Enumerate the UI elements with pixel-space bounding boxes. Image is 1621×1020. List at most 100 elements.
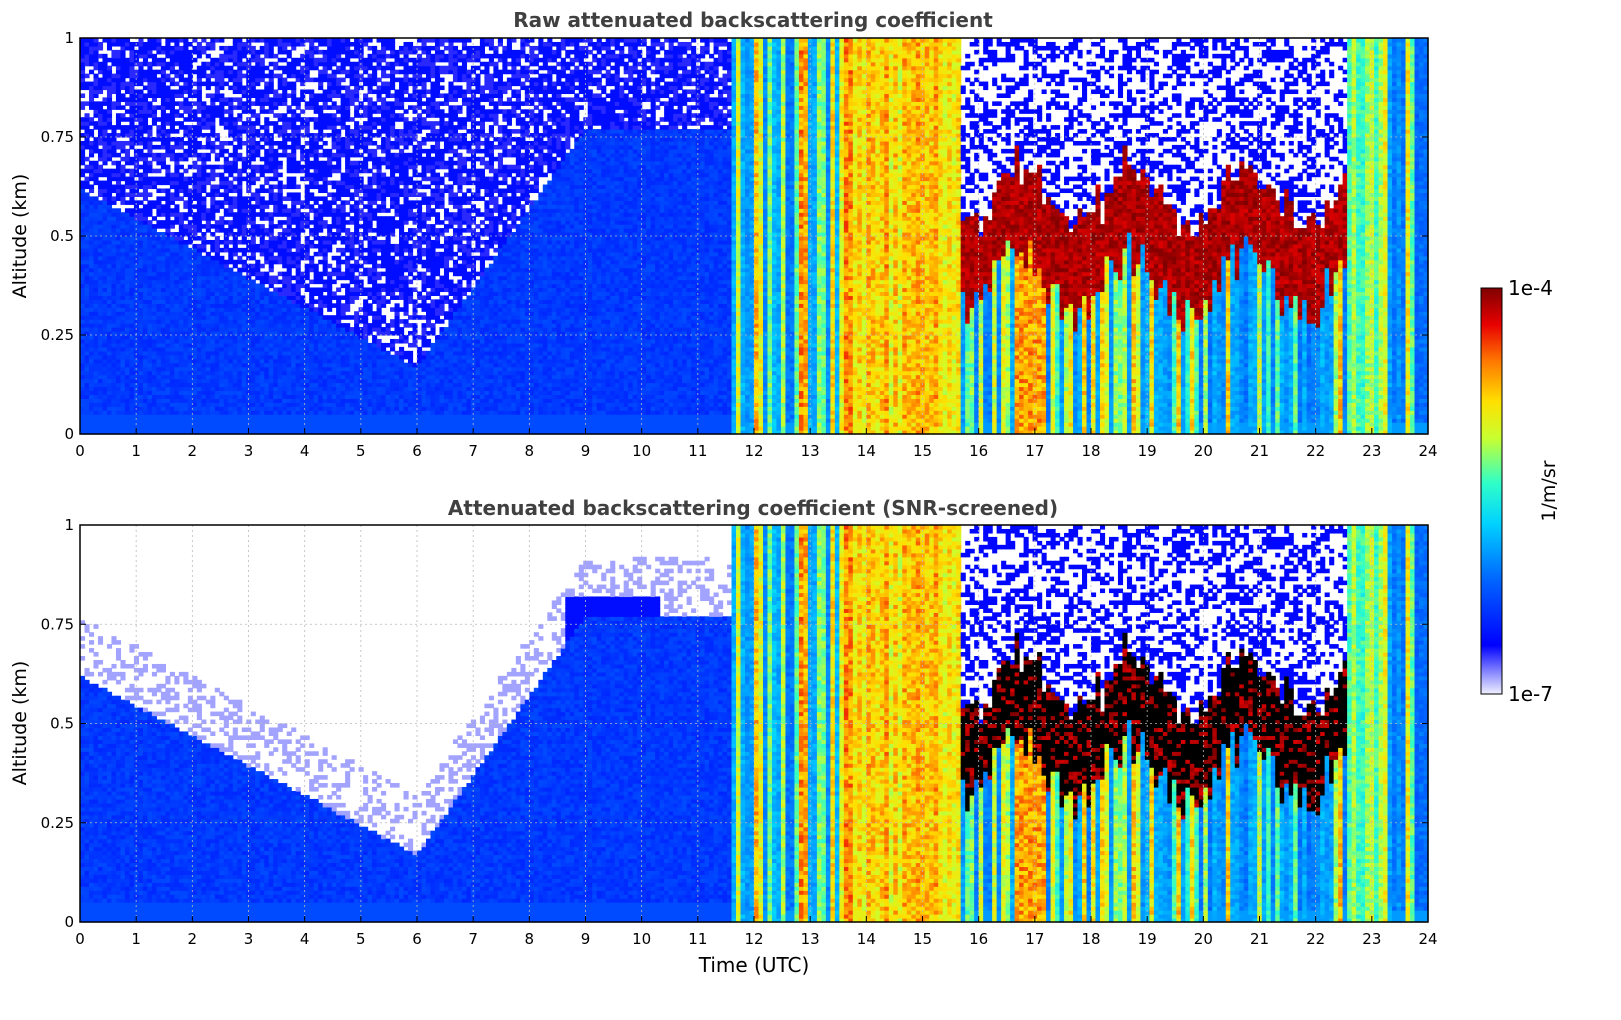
heatmap-cell: [242, 371, 247, 376]
heatmap-cell: [143, 303, 148, 308]
heatmap-cell: [84, 42, 89, 47]
heatmap-cell: [251, 177, 256, 182]
heatmap-cell: [179, 248, 184, 253]
heatmap-cell: [215, 252, 220, 257]
heatmap-cell: [201, 351, 206, 356]
heatmap-cell: [143, 145, 148, 150]
heatmap-cell: [210, 406, 215, 411]
heatmap-cell: [138, 62, 143, 67]
heatmap-cell: [98, 228, 103, 233]
heatmap-cell: [111, 276, 116, 281]
heatmap-cell: [165, 137, 170, 142]
heatmap-cell: [102, 58, 107, 63]
heatmap-cell: [138, 343, 143, 348]
heatmap-cell: [138, 386, 143, 391]
heatmap-cell: [242, 204, 247, 209]
heatmap-cell: [192, 394, 197, 399]
heatmap-cell: [143, 216, 148, 221]
heatmap-cell: [174, 177, 179, 182]
heatmap-cell: [170, 264, 175, 269]
heatmap-cell: [228, 272, 233, 277]
heatmap-cell: [156, 351, 161, 356]
heatmap-cell: [116, 284, 121, 289]
heatmap-cell: [138, 78, 143, 83]
heatmap-cell: [107, 280, 112, 285]
heatmap-cell: [80, 418, 85, 423]
heatmap-cell: [129, 256, 134, 261]
heatmap-cell: [156, 386, 161, 391]
heatmap-cell: [179, 339, 184, 344]
heatmap-cell: [147, 367, 152, 372]
heatmap-cell: [111, 208, 116, 213]
heatmap-cell: [264, 295, 269, 300]
heatmap-cell: [129, 66, 134, 71]
heatmap-cell: [260, 240, 265, 245]
heatmap-cell: [147, 398, 152, 403]
heatmap-cell: [98, 137, 103, 142]
heatmap-cell: [152, 113, 157, 118]
heatmap-cell: [84, 236, 89, 241]
heatmap-cell: [120, 295, 125, 300]
heatmap-cell: [89, 291, 94, 296]
heatmap-cell: [201, 196, 206, 201]
heatmap-cell: [255, 390, 260, 395]
heatmap-cell: [228, 185, 233, 190]
heatmap-cell: [152, 307, 157, 312]
heatmap-cell: [102, 145, 107, 150]
heatmap-cell: [260, 390, 265, 395]
heatmap-cell: [251, 367, 256, 372]
heatmap-cell: [242, 426, 247, 431]
heatmap-cell: [147, 89, 152, 94]
heatmap-cell: [255, 347, 260, 352]
heatmap-cell: [255, 89, 260, 94]
heatmap-cell: [237, 204, 242, 209]
heatmap-cell: [242, 224, 247, 229]
heatmap-cell: [201, 145, 206, 150]
heatmap-cell: [143, 220, 148, 225]
heatmap-cell: [206, 42, 211, 47]
heatmap-cell: [147, 375, 152, 380]
heatmap-cell: [183, 78, 188, 83]
heatmap-cell: [201, 105, 206, 110]
heatmap-cell: [224, 323, 229, 328]
heatmap-cell: [152, 386, 157, 391]
heatmap-cell: [170, 268, 175, 273]
heatmap-cell: [219, 192, 224, 197]
heatmap-cell: [264, 426, 269, 431]
heatmap-cell: [98, 398, 103, 403]
heatmap-cell: [210, 414, 215, 419]
heatmap-cell: [84, 240, 89, 245]
heatmap-cell: [125, 125, 130, 130]
heatmap-cell: [228, 101, 233, 106]
heatmap-cell: [156, 240, 161, 245]
heatmap-cell: [197, 244, 202, 249]
heatmap-cell: [242, 89, 247, 94]
heatmap-cell: [251, 307, 256, 312]
heatmap-cell: [120, 284, 125, 289]
heatmap-cell: [138, 121, 143, 126]
heatmap-cell: [152, 74, 157, 79]
heatmap-cell: [147, 295, 152, 300]
heatmap-cell: [80, 327, 85, 332]
heatmap-cell: [165, 46, 170, 51]
heatmap-cell: [107, 137, 112, 142]
heatmap-cell: [120, 402, 125, 407]
heatmap-cell: [80, 74, 85, 79]
heatmap-cell: [237, 181, 242, 186]
heatmap-cell: [89, 394, 94, 399]
heatmap-cell: [228, 46, 233, 51]
heatmap-cell: [129, 129, 134, 134]
heatmap-cell: [111, 74, 116, 79]
heatmap-cell: [156, 402, 161, 407]
heatmap-cell: [80, 339, 85, 344]
heatmap-cell: [147, 418, 152, 423]
heatmap-cell: [156, 46, 161, 51]
heatmap-cell: [170, 137, 175, 142]
heatmap-cell: [210, 307, 215, 312]
heatmap-cell: [111, 252, 116, 257]
heatmap-cell: [197, 272, 202, 277]
heatmap-cell: [170, 402, 175, 407]
heatmap-cell: [102, 192, 107, 197]
heatmap-cell: [179, 236, 184, 241]
heatmap-cell: [233, 418, 238, 423]
